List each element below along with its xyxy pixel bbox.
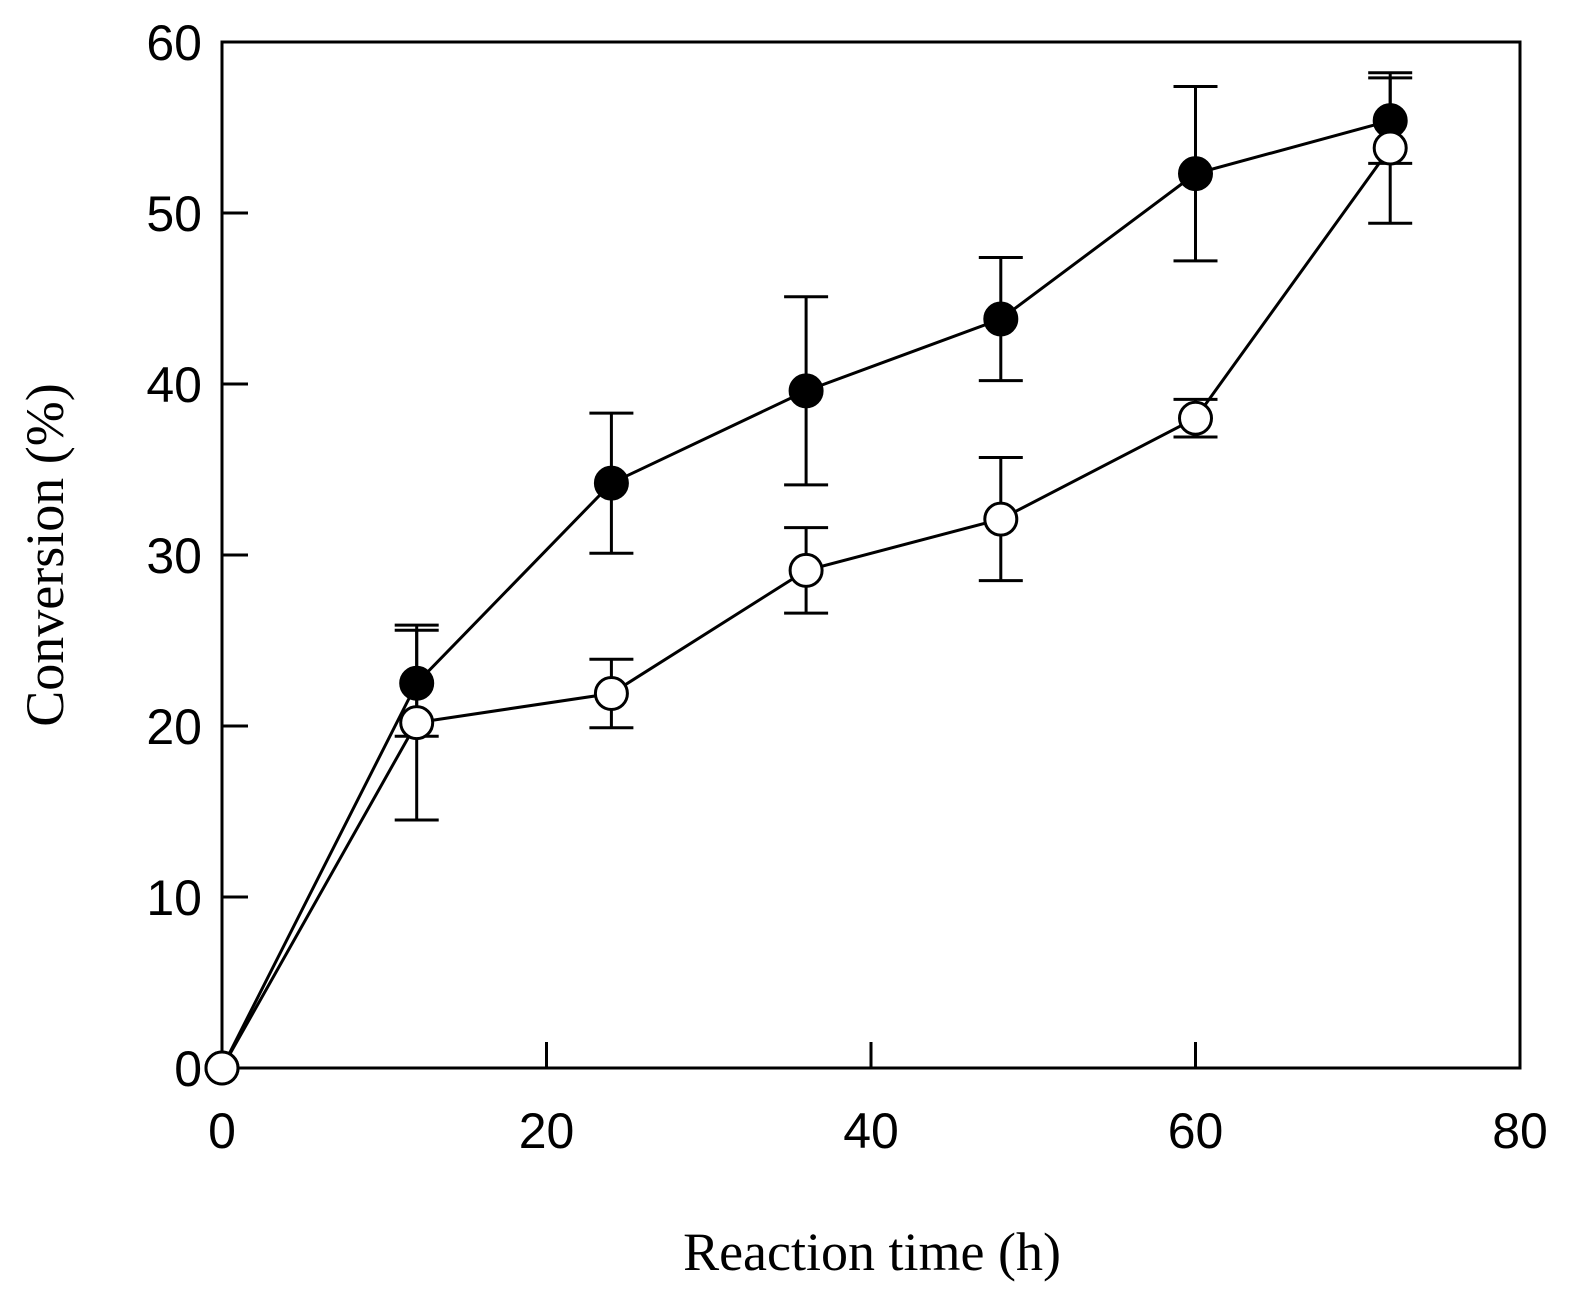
y-tick-label-40: 40	[146, 357, 202, 413]
labels: Reaction time (h) Conversion (%)	[15, 383, 1061, 1282]
x-axis-title: Reaction time (h)	[683, 1222, 1061, 1282]
series-2-point-36	[788, 552, 824, 588]
y-tick-label-0: 0	[174, 1041, 202, 1097]
y-tick-label-20: 20	[146, 699, 202, 755]
y-tick-label-50: 50	[146, 186, 202, 242]
series-1-point-48	[983, 301, 1019, 337]
x-tick-label-80: 80	[1492, 1103, 1548, 1159]
x-tick-label-0: 0	[208, 1103, 236, 1159]
series-1-point-24	[593, 465, 629, 501]
series-1-point-60	[1178, 156, 1213, 192]
series-1-point-12	[399, 665, 435, 701]
plot-frame	[220, 40, 1522, 1070]
series-2-point-72	[1372, 130, 1408, 166]
error-bars	[394, 71, 1413, 822]
x-tick-label-40: 40	[843, 1103, 899, 1159]
series-2-point-60	[1178, 400, 1213, 436]
y-axis-title: Conversion (%)	[15, 383, 75, 726]
x-tick-label-60: 60	[1168, 1103, 1224, 1159]
series-2-point-24	[593, 676, 629, 712]
y-tick-label-30: 30	[146, 528, 202, 584]
axes: 0 10 20 30 40 50 60 0 20 40 60 80	[146, 15, 1547, 1159]
series-2-point-0	[204, 1050, 240, 1086]
x-tick-label-20: 20	[519, 1103, 575, 1159]
series-2-point-12	[399, 705, 435, 741]
series-1-point-36	[788, 373, 824, 409]
series-2-point-48	[983, 501, 1019, 537]
y-tick-label-60: 60	[146, 15, 202, 71]
data-markers	[204, 103, 1408, 1086]
y-tick-label-10: 10	[146, 870, 202, 926]
